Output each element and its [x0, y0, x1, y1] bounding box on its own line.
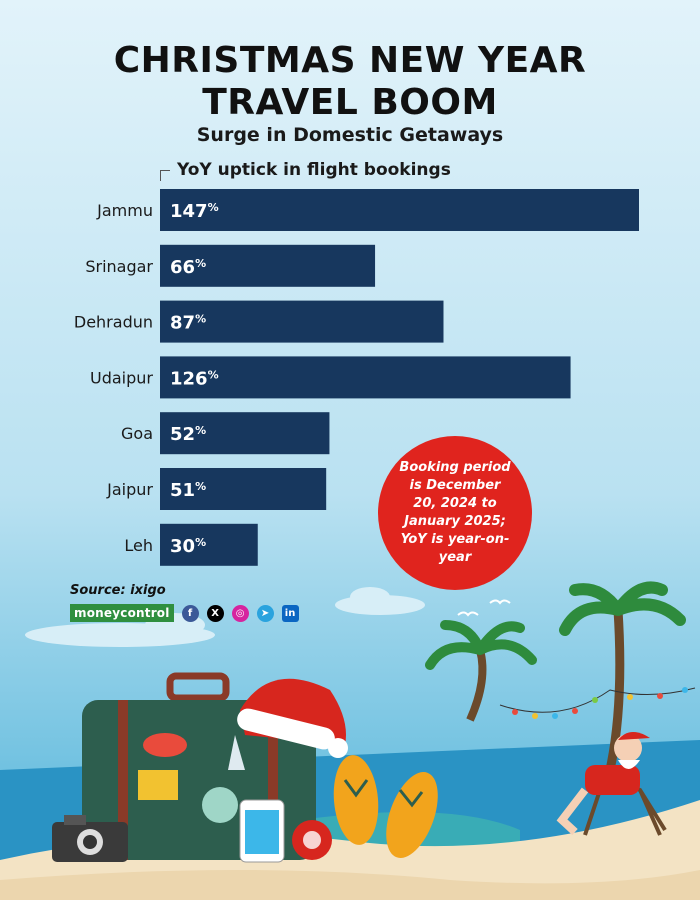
flip-flops-icon [333, 755, 438, 858]
note-text: Booking period is December 20, 2024 to J… [399, 460, 511, 565]
santa-hat-icon [237, 678, 348, 758]
page-title: CHRISTMAS NEW YEAR [113, 40, 587, 81]
bar-leh [160, 523, 258, 566]
category-label: Jaipur [106, 480, 153, 499]
phone-icon [239, 799, 285, 863]
brand-bar: moneycontrol f X ◎ ➤ in [70, 603, 299, 623]
category-label: Srinagar [85, 257, 153, 276]
telegram-icon[interactable]: ➤ [256, 604, 274, 622]
instagram-icon[interactable]: ◎ [231, 604, 249, 622]
bar-goa [160, 412, 330, 455]
bar-dehradun [160, 300, 444, 343]
bar-jammu [160, 189, 639, 231]
bar-srinagar [160, 244, 376, 287]
booking-period-note: Booking period is December 20, 2024 to J… [378, 436, 532, 590]
source-credit: Source: ixigo [70, 583, 166, 598]
facebook-icon[interactable]: f [181, 604, 199, 622]
category-label: Jammu [96, 201, 153, 220]
bird-icon [457, 599, 511, 617]
value-label: 126% [170, 368, 219, 389]
bar-udaipur [160, 356, 571, 399]
bar-jaipur [160, 468, 327, 510]
category-label: Udaipur [90, 368, 153, 387]
camera-icon [52, 815, 128, 862]
moneycontrol-logo[interactable]: moneycontrol [70, 604, 174, 622]
page-subtitle: Surge in Domestic Getaways [196, 124, 504, 146]
string-lights-icon [512, 687, 688, 719]
santa-relaxing-icon [556, 731, 667, 836]
linkedin-icon[interactable]: in [281, 604, 299, 622]
value-label: 147% [170, 201, 219, 222]
category-label: Dehradun [74, 313, 153, 332]
category-label: Goa [121, 424, 153, 443]
chart-title: YoY uptick in flight bookings [177, 160, 451, 180]
ornament-icon [292, 820, 332, 860]
category-label: Leh [124, 536, 153, 555]
axis-bracket [160, 170, 170, 181]
x-icon[interactable]: X [206, 604, 224, 622]
page-title-line2: TRAVEL BOOM [202, 82, 498, 123]
